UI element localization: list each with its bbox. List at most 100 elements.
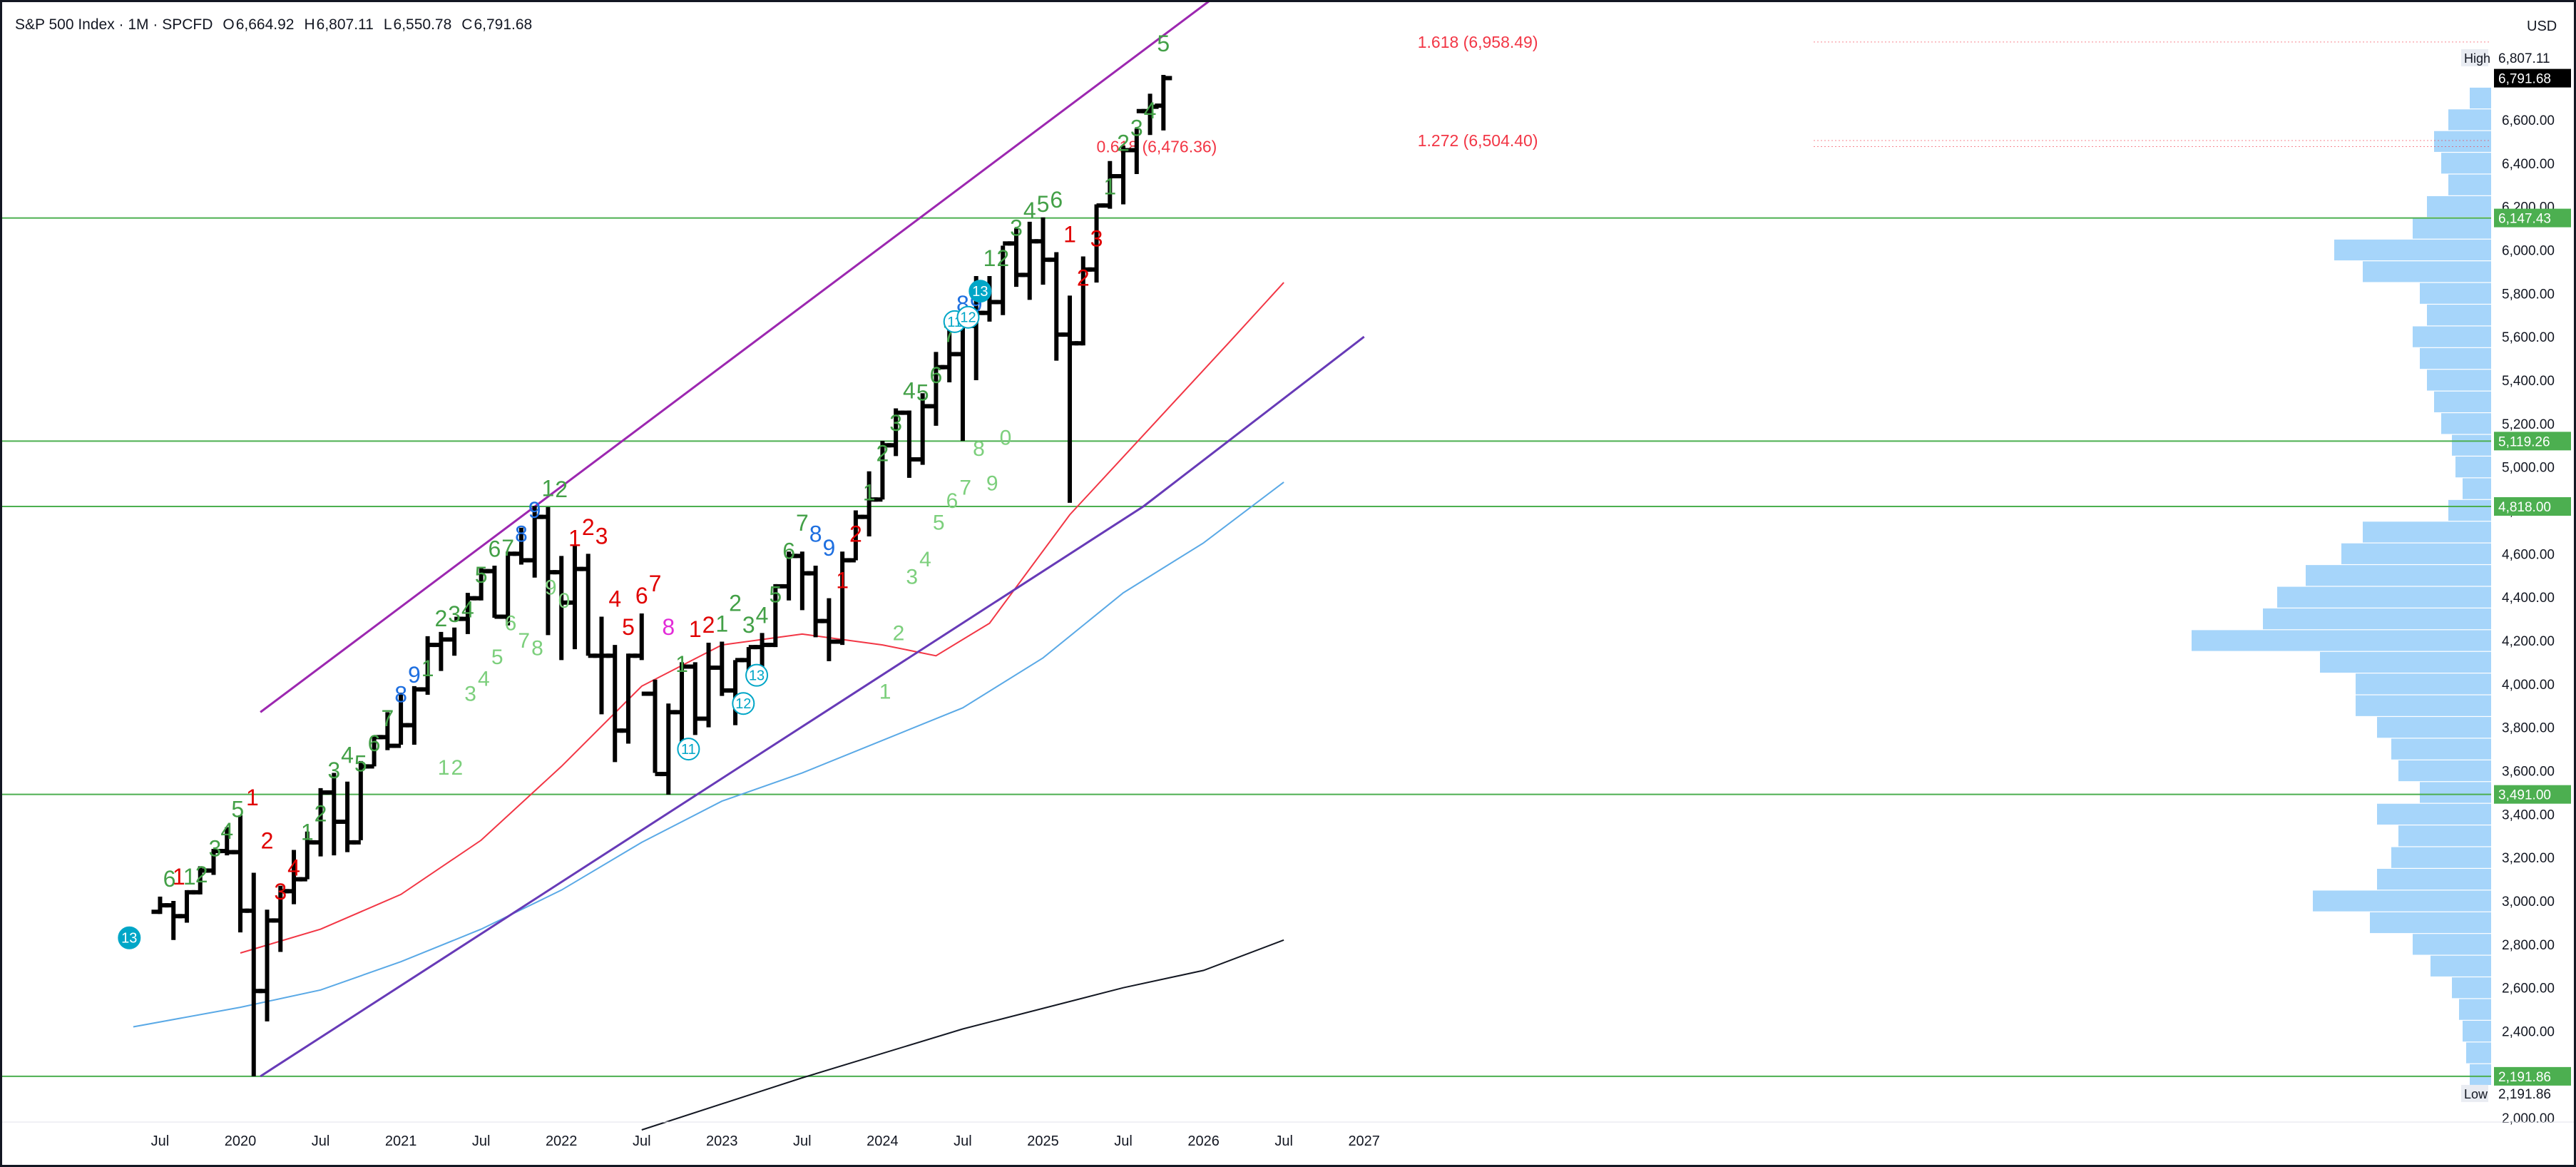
td-setup-count: 2 xyxy=(1077,265,1090,290)
countdown-circle xyxy=(968,280,992,303)
td-setup-count: 7 xyxy=(381,705,394,731)
td-setup-count-below: 2 xyxy=(893,621,905,645)
volume-profile-bar xyxy=(2470,1064,2491,1085)
volume-profile-bar xyxy=(2448,499,2491,521)
price-tick-label: 3,800.00 xyxy=(2502,721,2555,736)
td-setup-count: 5 xyxy=(622,614,635,640)
price-tick-label: 2,000.00 xyxy=(2502,1111,2555,1126)
currency-label: USD xyxy=(2527,19,2557,34)
td-setup-count: 2 xyxy=(434,606,447,631)
ohlc-bar xyxy=(232,815,249,933)
td-setup-count: 6 xyxy=(782,539,795,564)
badge-bg xyxy=(2494,785,2571,804)
td-setup-count: 5 xyxy=(1157,31,1170,56)
price-tick-label: 3,600.00 xyxy=(2502,765,2555,780)
time-tick-label: Jul xyxy=(1114,1133,1133,1149)
ohlc-bar xyxy=(633,613,650,696)
td-setup-count: 3 xyxy=(1130,115,1143,141)
ohlc-bar xyxy=(686,662,704,735)
volume-profile-bar xyxy=(2420,347,2491,370)
time-tick-label: Jul xyxy=(312,1133,330,1149)
td-setup-count: 8 xyxy=(809,521,822,546)
volume-profile-bar xyxy=(2391,738,2491,760)
td-setup-count-below: 5 xyxy=(491,646,504,669)
volume-profile-bar xyxy=(2420,782,2491,803)
td-setup-count-below: 0 xyxy=(1000,427,1012,450)
td-setup-count-below: 0 xyxy=(558,589,571,613)
td-setup-count: 1 xyxy=(675,651,688,677)
td-setup-count: 3 xyxy=(889,410,902,436)
td-setup-count: 2 xyxy=(996,245,1009,271)
horizontal-levels xyxy=(2,217,2491,1077)
td-setup-count: 5 xyxy=(231,797,244,822)
volume-profile-bar xyxy=(2377,869,2491,890)
time-tick-label: Jul xyxy=(954,1133,972,1149)
time-tick-label: Jul xyxy=(151,1133,170,1149)
low-key: L xyxy=(383,16,392,33)
volume-profile-bar xyxy=(2306,565,2491,586)
volume-profile-bar xyxy=(2455,457,2491,478)
countdown-circle xyxy=(732,692,755,715)
volume-profile-bar xyxy=(2434,391,2491,412)
td-setup-count: 4 xyxy=(608,586,621,612)
price-tick-label: 2,800.00 xyxy=(2502,938,2555,953)
td-setup-count: 6 xyxy=(163,866,176,892)
td-setup-count: 2 xyxy=(1117,131,1130,156)
trend-line xyxy=(1143,335,1365,508)
countdown-circle xyxy=(956,305,980,329)
volume-profile-bar xyxy=(2341,543,2491,564)
moving-average-line xyxy=(641,939,1284,1131)
ohlc-bar xyxy=(245,872,262,1076)
td-setup-count-below: 1 xyxy=(438,756,450,780)
high-key: H xyxy=(304,16,315,33)
close-key: C xyxy=(461,16,473,33)
volume-profile-bar xyxy=(2192,630,2491,651)
price-tick-label: 4,600.00 xyxy=(2502,547,2555,562)
volume-profile-bar xyxy=(2356,695,2491,716)
price-tick-label: 2,400.00 xyxy=(2502,1025,2555,1040)
price-tick-label: 5,000.00 xyxy=(2502,461,2555,476)
td-setup-count: 3 xyxy=(596,523,608,549)
td-setup-count-below: 6 xyxy=(946,489,959,513)
symbol-label[interactable]: S&P 500 Index · 1M · SPCFD xyxy=(15,16,213,33)
price-tick-label: 5,200.00 xyxy=(2502,417,2555,432)
td-setup-count: 7 xyxy=(649,571,662,596)
volume-profile-bar xyxy=(2363,521,2491,543)
td-setup-count-below: 1 xyxy=(879,681,891,704)
volume-profile-bar xyxy=(2313,890,2491,912)
td-countdown-marker: 13 xyxy=(745,663,769,687)
time-tick-label: 2022 xyxy=(546,1133,578,1149)
td-countdown-marker: 11 xyxy=(677,738,700,761)
badge-value: 6,791.68 xyxy=(2498,72,2551,87)
td-countdown-marker: 12 xyxy=(732,692,755,715)
ohlc-low: L6,550.78 xyxy=(384,16,451,34)
price-axis-bg xyxy=(2491,2,2574,1165)
countdown-circle xyxy=(677,738,700,761)
price-tick-label: 5,800.00 xyxy=(2502,287,2555,302)
volume-profile-bar xyxy=(2470,87,2491,109)
open-key: O xyxy=(223,16,235,33)
volume-profile-bar xyxy=(2452,977,2491,999)
volume-profile-bar xyxy=(2277,586,2491,608)
td-setup-count: 7 xyxy=(796,510,809,536)
volume-profile-bar xyxy=(2398,760,2491,782)
ohlc-bar xyxy=(1034,217,1052,285)
chart-header: S&P 500 Index · 1M · SPCFD O6,664.92 H6,… xyxy=(15,16,532,34)
badge-value: 5,119.26 xyxy=(2498,434,2550,449)
volume-profile-bar xyxy=(2452,434,2491,456)
price-tick-label: 4,400.00 xyxy=(2502,591,2555,606)
countdown-circle xyxy=(745,663,769,687)
time-axis[interactable]: Jul 2020 Jul 2021 Jul 2022 Jul 2023 Jul 2024 Jul 20… xyxy=(2,1121,2574,1149)
ohlc-bar xyxy=(954,321,971,442)
td-setup-count: 4 xyxy=(341,743,354,768)
ohlc-bar xyxy=(834,551,852,646)
countdown-circle xyxy=(118,926,141,949)
price-axis[interactable]: USD2,000.002,200.002,400.002,600.002,800… xyxy=(2461,2,2574,1165)
td-setup-count-below: 6 xyxy=(505,612,517,636)
price-badge: 6,791.68 xyxy=(2494,68,2571,88)
price-tick-label: 6,400.00 xyxy=(2502,157,2555,172)
td-setup-count: 4 xyxy=(220,818,233,844)
